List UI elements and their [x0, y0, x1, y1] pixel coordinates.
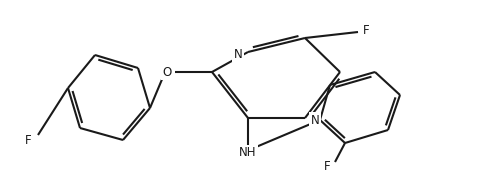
Text: NH: NH — [239, 146, 257, 159]
Text: F: F — [363, 24, 370, 36]
Text: F: F — [25, 134, 31, 146]
Text: N: N — [234, 48, 243, 60]
Text: F: F — [324, 161, 330, 173]
Text: N: N — [311, 113, 320, 127]
Text: O: O — [163, 66, 171, 78]
